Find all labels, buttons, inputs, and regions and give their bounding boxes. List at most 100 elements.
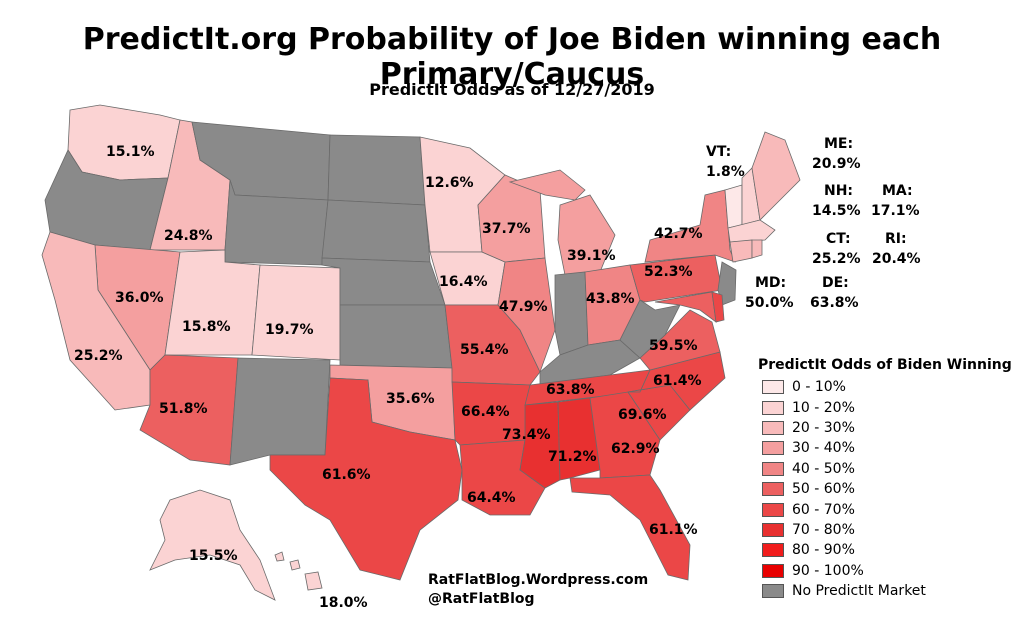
- state-label-al: 71.2%: [548, 449, 597, 465]
- state-label-ms: 73.4%: [502, 427, 551, 443]
- state-label-pa: 52.3%: [644, 264, 693, 280]
- callout-md-label: MD:: [755, 275, 786, 291]
- legend-item: 20 - 30%: [758, 418, 1020, 438]
- state-wa[interactable]: [67, 104, 181, 181]
- legend-swatch: [762, 502, 784, 517]
- state-ca[interactable]: [41, 231, 151, 411]
- state-de[interactable]: [711, 291, 725, 323]
- state-label-ga: 62.9%: [611, 441, 660, 457]
- state-label-mo: 55.4%: [460, 342, 509, 358]
- state-label-hi: 18.0%: [319, 595, 368, 611]
- state-ny[interactable]: [644, 189, 736, 263]
- credit-website: RatFlatBlog.Wordpress.com: [428, 572, 649, 588]
- legend-item: No PredictIt Market: [758, 581, 1020, 601]
- state-label-oh: 43.8%: [586, 291, 635, 307]
- state-md[interactable]: [654, 291, 717, 323]
- state-nc[interactable]: [627, 351, 726, 411]
- callout-ri-value: 20.4%: [872, 251, 921, 267]
- legend-label: 10 - 20%: [792, 399, 855, 416]
- state-label-ak: 15.5%: [189, 548, 238, 564]
- callout-ct-value: 25.2%: [812, 251, 861, 267]
- legend-swatch: [762, 420, 784, 435]
- page-subtitle: PredictIt Odds as of 12/27/2019: [369, 80, 655, 99]
- state-label-az: 51.8%: [159, 401, 208, 417]
- legend-item: 80 - 90%: [758, 540, 1020, 560]
- legend: PredictIt Odds of Biden Winning 0 - 10% 1…: [758, 357, 1020, 601]
- state-label-wi: 37.7%: [482, 221, 531, 237]
- state-nj[interactable]: [717, 261, 737, 306]
- state-label-ar: 66.4%: [461, 404, 510, 420]
- callout-md-value: 50.0%: [745, 295, 794, 311]
- state-label-sc: 69.6%: [618, 407, 667, 423]
- state-label-va: 59.5%: [649, 338, 698, 354]
- legend-swatch: [762, 563, 784, 578]
- state-label-il: 47.9%: [499, 299, 548, 315]
- legend-swatch: [762, 400, 784, 415]
- state-label-ny: 42.7%: [654, 226, 703, 242]
- state-ne[interactable]: [321, 257, 446, 306]
- state-nd[interactable]: [327, 134, 426, 206]
- page-title: PredictIt.org Probability of Joe Biden w…: [82, 22, 942, 92]
- state-fl[interactable]: [569, 474, 691, 581]
- legend-label: 20 - 30%: [792, 419, 855, 436]
- legend-item: 70 - 80%: [758, 520, 1020, 540]
- callout-me-value: 20.9%: [812, 156, 861, 172]
- legend-label: 80 - 90%: [792, 542, 855, 559]
- state-in[interactable]: [554, 271, 589, 356]
- state-hi[interactable]: [274, 551, 323, 591]
- callout-nh-label: NH:: [824, 183, 853, 199]
- state-label-mi: 39.1%: [567, 248, 616, 264]
- state-label-co: 19.7%: [265, 322, 314, 338]
- state-ma[interactable]: [727, 219, 776, 243]
- legend-swatch: [762, 441, 784, 456]
- legend-label: 70 - 80%: [792, 521, 855, 538]
- state-label-ok: 35.6%: [386, 391, 435, 407]
- legend-item: 40 - 50%: [758, 459, 1020, 479]
- legend-swatch: [762, 543, 784, 558]
- state-ks[interactable]: [339, 304, 453, 369]
- legend-swatch: [762, 522, 784, 537]
- credits: RatFlatBlog.Wordpress.com @RatFlatBlog: [428, 571, 648, 609]
- callout-nh-value: 14.5%: [812, 203, 861, 219]
- callout-de-label: DE:: [822, 275, 849, 291]
- legend-item: 30 - 40%: [758, 438, 1020, 458]
- state-ct[interactable]: [729, 239, 753, 263]
- legend-items: 0 - 10% 10 - 20% 20 - 30% 30 - 40% 40 - 50% 5…: [758, 377, 1020, 601]
- state-tx[interactable]: [269, 377, 463, 581]
- legend-label: 60 - 70%: [792, 501, 855, 518]
- legend-swatch: [762, 461, 784, 476]
- callout-me-label: ME:: [824, 136, 853, 152]
- state-label-ca: 25.2%: [74, 348, 123, 364]
- state-nm[interactable]: [229, 357, 331, 466]
- state-co[interactable]: [251, 264, 341, 361]
- callout-de-value: 63.8%: [810, 295, 859, 311]
- state-label-id: 24.8%: [164, 228, 213, 244]
- legend-label: 40 - 50%: [792, 460, 855, 477]
- legend-item: 90 - 100%: [758, 561, 1020, 581]
- state-label-nv: 36.0%: [115, 290, 164, 306]
- state-label-mn: 12.6%: [425, 175, 474, 191]
- state-label-wa: 15.1%: [106, 144, 155, 160]
- legend-label: 90 - 100%: [792, 562, 864, 579]
- callout-vt-label: VT:: [706, 144, 731, 160]
- callout-ct-label: CT:: [826, 231, 851, 247]
- callout-ma-value: 17.1%: [871, 203, 920, 219]
- state-label-ut: 15.8%: [182, 319, 231, 335]
- legend-label: 30 - 40%: [792, 440, 855, 457]
- callout-vt-value: 1.8%: [706, 164, 745, 180]
- state-ut[interactable]: [164, 249, 261, 356]
- callout-ri-label: RI:: [885, 231, 907, 247]
- state-al[interactable]: [557, 397, 601, 481]
- legend-label: 0 - 10%: [792, 379, 846, 396]
- legend-item: 10 - 20%: [758, 397, 1020, 417]
- state-ri[interactable]: [751, 239, 763, 259]
- state-me[interactable]: [751, 131, 801, 221]
- legend-item: 60 - 70%: [758, 499, 1020, 519]
- state-ak[interactable]: [149, 489, 276, 601]
- state-sd[interactable]: [321, 199, 431, 263]
- legend-title: PredictIt Odds of Biden Winning: [758, 357, 1012, 373]
- state-vt[interactable]: [724, 184, 743, 229]
- callout-ma-label: MA:: [882, 183, 913, 199]
- legend-swatch: [762, 584, 784, 599]
